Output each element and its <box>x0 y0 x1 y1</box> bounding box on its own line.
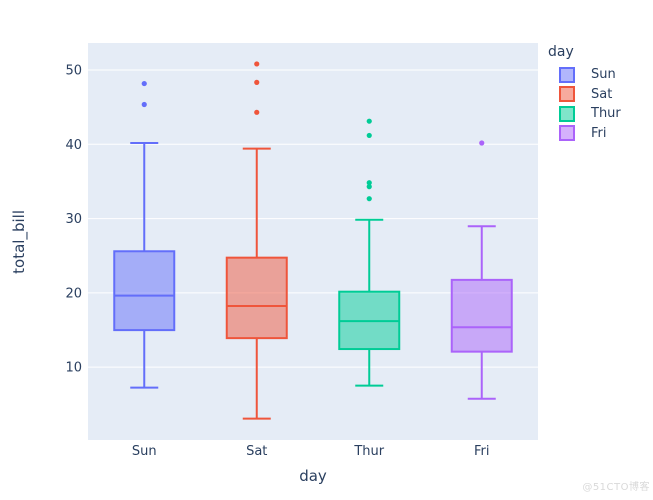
y-axis-title: total_bill <box>10 209 28 274</box>
y-tick-label: 30 <box>65 212 82 227</box>
legend: day Sun Sat Thur Fri <box>546 44 621 143</box>
legend-swatch-fri <box>559 125 575 142</box>
outlier-point-sun[interactable] <box>141 80 147 87</box>
legend-item-sat[interactable]: Sat <box>546 85 621 105</box>
y-axis-title-wrap: total_bill <box>8 43 30 440</box>
y-tick-label: 10 <box>65 361 82 376</box>
legend-item-sun[interactable]: Sun <box>546 65 621 85</box>
box-fri[interactable] <box>450 278 513 353</box>
x-tick-label-fri: Fri <box>474 444 490 459</box>
plot-area[interactable] <box>88 43 538 440</box>
outlier-point-thur[interactable] <box>366 196 372 202</box>
legend-title: day <box>548 44 574 60</box>
outlier-point-fri[interactable] <box>479 140 485 146</box>
y-tick-label: 40 <box>65 138 82 153</box>
outlier-point-thur[interactable] <box>366 184 372 190</box>
legend-item-fri[interactable]: Fri <box>546 124 621 144</box>
legend-swatch-sat <box>559 86 575 103</box>
y-tick-label: 50 <box>65 63 82 78</box>
legend-label-sun: Sun <box>591 67 616 83</box>
legend-swatch-thur <box>559 105 575 122</box>
x-axis-title: day <box>299 467 327 485</box>
outlier-point-thur[interactable] <box>366 132 372 139</box>
watermark: @51CTO博客 <box>582 482 650 493</box>
legend-swatch-sun <box>559 66 575 83</box>
legend-label-fri: Fri <box>591 125 607 141</box>
outlier-point-thur[interactable] <box>366 180 372 186</box>
x-tick-label-thur: Thur <box>353 444 384 459</box>
legend-item-thur[interactable]: Thur <box>546 104 621 124</box>
x-tick-label-sat: Sat <box>246 444 267 459</box>
box-sat[interactable] <box>225 256 288 340</box>
x-tick-label-sun: Sun <box>132 444 157 459</box>
legend-label-thur: Thur <box>591 106 621 122</box>
outlier-point-sat[interactable] <box>254 61 260 67</box>
y-tick-label: 20 <box>65 286 82 301</box>
legend-label-sat: Sat <box>591 86 613 102</box>
outlier-point-sun[interactable] <box>141 101 147 108</box>
outlier-point-sat[interactable] <box>254 109 260 115</box>
outlier-point-thur[interactable] <box>366 118 372 124</box>
box-sun[interactable] <box>113 250 176 332</box>
outlier-point-sat[interactable] <box>254 79 260 85</box>
